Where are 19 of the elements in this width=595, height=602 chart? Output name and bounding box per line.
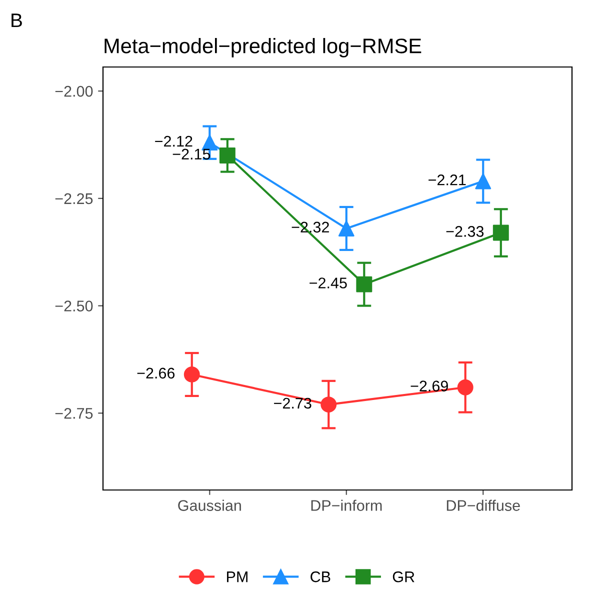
data-label: −2.21 <box>428 174 466 186</box>
text: B <box>12 14 22 28</box>
data-label: −2.45 <box>310 278 347 288</box>
data-label: −2.66 <box>137 368 175 379</box>
legend-label: CB <box>310 571 330 582</box>
legend-label: PM <box>227 572 248 582</box>
x-tick-label: Gaussian <box>178 500 241 511</box>
data-label: −2.33 <box>446 226 484 237</box>
y-tick-label: −2.75 <box>55 408 93 419</box>
data-label: −2.69 <box>410 380 448 392</box>
x-tick-label: DP−inform <box>311 500 382 511</box>
chart-title: Meta−model−predicted log−RMSE <box>104 38 422 58</box>
y-tick-label: −2.00 <box>55 86 93 97</box>
data-label: −2.73 <box>274 398 312 409</box>
y-tick-label: −2.25 <box>55 193 93 204</box>
legend-label: GR <box>392 571 414 582</box>
data-label: −2.12 <box>155 136 192 147</box>
y-tick-label: −2.50 <box>55 300 93 312</box>
x-tick-label: DP−diffuse <box>446 500 520 511</box>
